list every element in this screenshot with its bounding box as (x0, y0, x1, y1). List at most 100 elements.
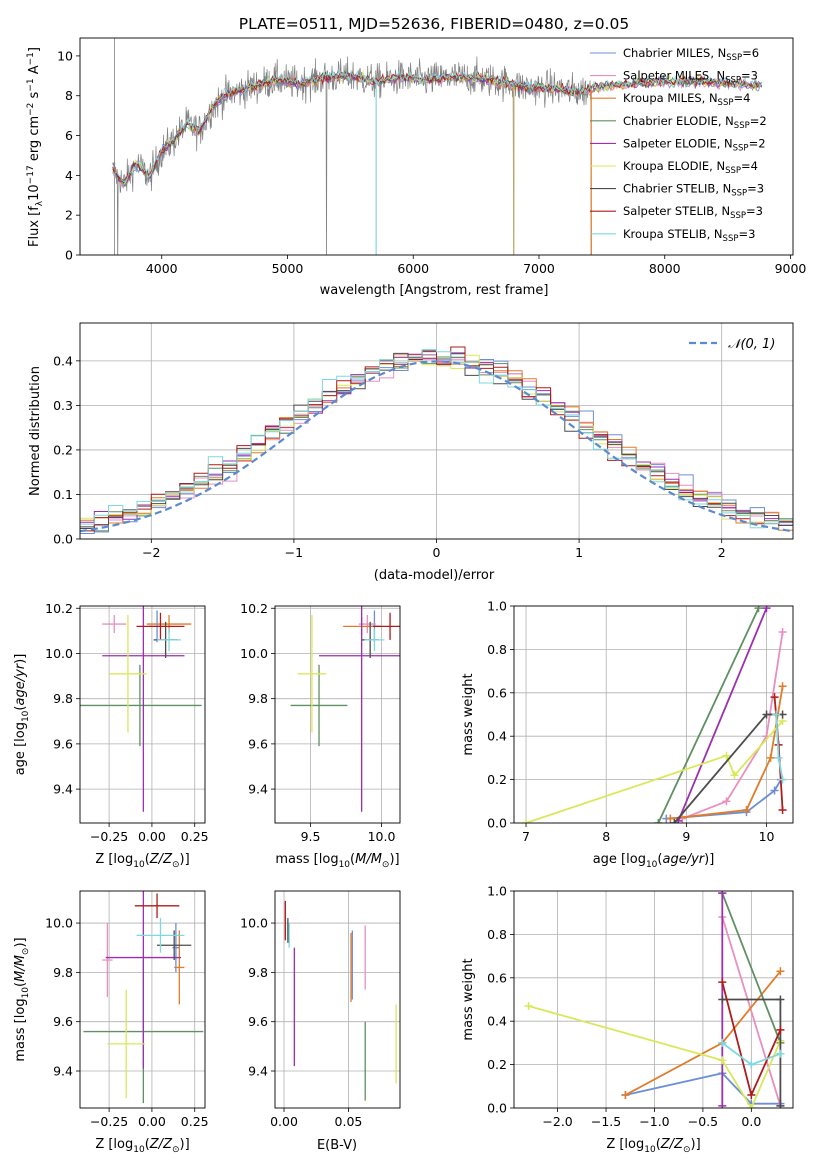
residual-histogram (80, 346, 793, 532)
label-part: mass [log (275, 852, 338, 867)
legend-subscript: SSP (725, 166, 741, 176)
spectrum-panel: 4000 5000 6000 7000 8000 9000 0 2 4 6 8 10 Chabrier … (26, 37, 807, 298)
mass-weight-line (525, 720, 784, 823)
x-tick-label: 0.05 (335, 1114, 363, 1129)
x-axis-label: Z [log10(Z/Z⊙)] (95, 852, 189, 870)
z-age-panel: −0.25 0.00 0.259.49.69.810.010.2Z [log10(Z… (13, 601, 209, 870)
mass-weight-line (682, 631, 784, 820)
y-tick-label: 0.1 (53, 487, 73, 502)
mass-weight-marker (778, 775, 787, 784)
plot-area (524, 891, 785, 1108)
y-tick-label: 9.4 (53, 1064, 73, 1079)
mass-weight-marker (522, 819, 531, 823)
x-tick-label: 10.0 (368, 829, 396, 844)
legend-entry: Salpeter MILES, NSSP=3 (623, 69, 758, 86)
legend-subscript: SSP (733, 143, 749, 153)
label-part: 10 (133, 1145, 145, 1155)
x-tick-label: 7 (522, 829, 530, 844)
label-part: ( (657, 852, 662, 867)
mass-weight-marker (718, 891, 727, 898)
label-part: ] (27, 47, 42, 52)
x-tick-label: 8000 (649, 261, 681, 276)
mass-weight-marker (718, 1101, 727, 1108)
label-part: ( (13, 706, 28, 711)
mass-weight-marker (722, 797, 731, 806)
mass-weight-marker (718, 1056, 727, 1065)
label-part: 10 (644, 1145, 656, 1155)
y-tick-label: 9.8 (53, 965, 73, 980)
x-tick-label: 7000 (523, 261, 555, 276)
y-tick-label: 9.8 (248, 965, 268, 980)
label-part: ⊙ (172, 860, 180, 870)
label-part: )] (389, 852, 399, 867)
y-tick-label: 1.0 (487, 599, 507, 614)
mass-weight-marker (776, 995, 785, 1004)
x-tick-label: −1 (285, 545, 303, 560)
mass-weight-marker (762, 606, 771, 613)
legend-text: Salpeter ELODIE, N (623, 136, 733, 150)
legend-entry: Kroupa ELODIE, NSSP=4 (623, 159, 758, 176)
mass-weight-marker (730, 771, 739, 780)
y-tick-label: 0.0 (487, 1101, 507, 1116)
label-part: 10 (21, 710, 31, 722)
y-tick-label: 9.6 (53, 736, 73, 751)
x-tick-label: −0.25 (90, 829, 128, 844)
legend-text: Chabrier MILES, N (623, 46, 726, 60)
mass-weight-marker (766, 753, 775, 762)
y-tick-label: 9.8 (53, 691, 73, 706)
legend-entry: Chabrier STELIB, NSSP=3 (623, 182, 764, 199)
x-tick-label: 9000 (775, 261, 807, 276)
legend-count: =4 (733, 91, 750, 105)
legend-entry: Salpeter ELODIE, NSSP=2 (623, 136, 766, 153)
label-part: ⊙ (172, 1145, 180, 1155)
y-tick-label: 0.3 (53, 398, 73, 413)
y-tick-label: 0.4 (487, 1014, 507, 1029)
label-part: ( (350, 852, 355, 867)
mass-age-panel: 9.5 10.0 9.4 9.6 9.8 10.0 10.2 mass [log10(M/M⊙… (240, 601, 401, 870)
label-part: age [log (593, 852, 646, 867)
y-tick-label: 9.4 (248, 1064, 268, 1079)
x-axis-label: wavelength [Angstrom, rest frame] (320, 283, 549, 298)
legend-entry: Chabrier MILES, NSSP=6 (623, 46, 759, 63)
mass-weight-marker (776, 1025, 785, 1034)
label-part: ⊙ (683, 1145, 691, 1155)
label-part: )] (180, 1137, 190, 1152)
label-part: ⊙ (382, 860, 390, 870)
label-part: Z/Z (660, 1137, 684, 1152)
legend-text: Kroupa STELIB, N (623, 227, 723, 241)
y-tick-label: 10.0 (240, 916, 268, 931)
x-tick-label: 0 (433, 545, 441, 560)
x-tick-label: 0.00 (138, 1114, 166, 1129)
axes-frame (79, 37, 794, 256)
axes-frame (79, 322, 794, 540)
label-part: ( (13, 982, 28, 987)
x-tick-label: −2.0 (542, 1114, 572, 1129)
y-tick-label: 1.0 (487, 884, 507, 899)
legend-count: =3 (746, 204, 763, 218)
y-tick-label: 0.4 (487, 729, 507, 744)
label-part: −2 (26, 103, 36, 116)
mass-weight-marker (778, 805, 787, 814)
y-tick-label: 9.4 (248, 782, 268, 797)
label-part: Z [log (606, 1137, 644, 1152)
x-tick-label: −1.5 (591, 1114, 621, 1129)
mass-weight-marker (747, 1104, 756, 1108)
x-tick-label: −2 (142, 545, 160, 560)
legend-text: Chabrier STELIB, N (623, 182, 731, 196)
label-part: M/M (13, 955, 28, 982)
legend-entry: Chabrier ELODIE, NSSP=2 (623, 114, 767, 131)
y-axis-label: age [log10(age/yr)] (13, 654, 31, 776)
legend-text: Salpeter STELIB, N (623, 204, 730, 218)
y-tick-label: 0.2 (53, 442, 73, 457)
x-axis-label: Z [log10(Z/Z⊙)] (95, 1137, 189, 1155)
label-part: ( (145, 1137, 150, 1152)
legend-count: =3 (738, 227, 755, 241)
label-part: M/M (355, 852, 382, 867)
mass-weight-marker (524, 1002, 533, 1011)
mass-weight-marker (742, 805, 751, 814)
residual-panel: −2 −1 0 1 2 0.0 0.1 0.2 0.3 0.4 𝒩(0, 1) (data-model… (28, 322, 794, 583)
x-tick-label: 0.0 (741, 1114, 761, 1129)
label-part: −1 (26, 78, 36, 91)
label-part: A (27, 65, 42, 78)
